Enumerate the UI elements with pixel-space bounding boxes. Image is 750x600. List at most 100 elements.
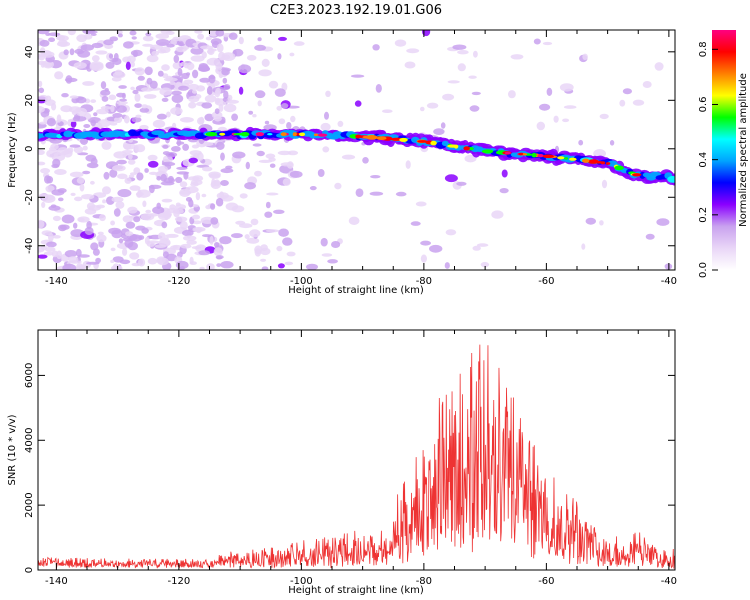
- heatmap-cell: [44, 175, 51, 184]
- heatmap-cell: [175, 46, 187, 53]
- heatmap-cell: [117, 189, 132, 198]
- y-tick-label: -20: [24, 189, 35, 205]
- heatmap-cell: [118, 238, 124, 244]
- heatmap-cell: [176, 171, 190, 175]
- heatmap-cell: [90, 180, 95, 185]
- heatmap-cell: [456, 181, 467, 186]
- heatmap-cell: [69, 144, 81, 148]
- heatmap-cell: [198, 250, 210, 256]
- heatmap-cell: [67, 30, 76, 36]
- heatmap-cell: [159, 87, 172, 96]
- heatmap-cell: [124, 144, 131, 151]
- heatmap-cell: [40, 245, 48, 251]
- spectrogram-xlabel: Height of straight line (km): [288, 285, 424, 296]
- heatmap-cell: [130, 86, 135, 91]
- spectrogram-frame: [37, 29, 676, 271]
- heatmap-cell: [162, 155, 173, 164]
- heatmap-cell: [57, 39, 68, 47]
- heatmap-cell: [282, 237, 293, 246]
- heatmap-cell: [177, 67, 183, 77]
- heatmap-cell: [238, 86, 244, 95]
- heatmap-cell: [64, 250, 78, 258]
- heatmap-cell: [246, 54, 257, 61]
- heatmap-cell: [199, 266, 205, 270]
- heatmap-cell: [215, 61, 223, 71]
- heatmap-cell: [223, 103, 237, 113]
- heatmap-cell: [38, 254, 48, 259]
- heatmap-cell: [656, 218, 670, 226]
- heatmap-cell: [399, 137, 408, 142]
- heatmap-cell: [619, 99, 626, 107]
- heatmap-cell: [206, 86, 213, 95]
- heatmap-cell: [46, 149, 59, 158]
- heatmap-cell: [173, 209, 180, 218]
- heatmap-cell: [614, 165, 624, 171]
- heatmap-cell: [147, 154, 158, 161]
- colorbar-tick-label: 0.8: [698, 41, 709, 57]
- heatmap-cell: [331, 241, 341, 248]
- heatmap-cell: [480, 261, 490, 268]
- heatmap-cell: [239, 193, 248, 199]
- heatmap-cell: [348, 216, 360, 225]
- heatmap-cell: [146, 242, 155, 247]
- heatmap-cell: [198, 66, 211, 72]
- heatmap-cell: [125, 61, 131, 70]
- heatmap-cell: [320, 237, 328, 247]
- heatmap-cell: [406, 48, 420, 54]
- heatmap-cell: [362, 135, 374, 139]
- heatmap-cell: [227, 94, 233, 101]
- heatmap-cell: [160, 181, 175, 186]
- heatmap-cell: [160, 173, 167, 182]
- heatmap-cell: [133, 144, 139, 154]
- heatmap-cell: [202, 166, 213, 172]
- heatmap-cell: [72, 115, 87, 122]
- heatmap-cell: [220, 195, 234, 202]
- heatmap-cell: [112, 164, 126, 172]
- heatmap-cell: [223, 84, 231, 90]
- heatmap-cell: [188, 95, 200, 103]
- heatmap-cell: [96, 108, 109, 115]
- heatmap-cell: [73, 222, 78, 229]
- colorbar-strip: [712, 30, 736, 270]
- heatmap-cell: [293, 41, 305, 46]
- heatmap-cell: [142, 43, 154, 47]
- heatmap-cell: [90, 99, 97, 103]
- heatmap-cell: [101, 141, 112, 150]
- heatmap-cell: [166, 43, 175, 48]
- heatmap-cell: [265, 229, 280, 233]
- heatmap-cell: [182, 229, 194, 237]
- heatmap-cell: [38, 60, 47, 66]
- heatmap-cell: [51, 163, 60, 169]
- heatmap-cell: [375, 84, 382, 93]
- heatmap-cell: [210, 217, 219, 225]
- heatmap-cell: [216, 43, 224, 53]
- heatmap-cell: [175, 176, 183, 184]
- heatmap-cell: [127, 206, 138, 214]
- heatmap-cell: [136, 172, 144, 181]
- heatmap-cell: [90, 119, 96, 127]
- heatmap-cell: [139, 107, 150, 113]
- x-tick-label: -60: [538, 276, 554, 287]
- heatmap-cell: [129, 234, 143, 242]
- heatmap-cell: [317, 133, 328, 137]
- heatmap-cell: [82, 145, 88, 151]
- heatmap-cell: [118, 85, 127, 89]
- heatmap-cell: [463, 146, 471, 151]
- heatmap-cell: [69, 48, 75, 56]
- heatmap-cell: [70, 120, 77, 128]
- heatmap-cell: [157, 70, 164, 77]
- x-tick-label: -140: [45, 576, 68, 587]
- heatmap-cell: [141, 227, 149, 234]
- snr-series-line: [38, 344, 675, 569]
- heatmap-cell: [210, 38, 222, 45]
- heatmap-cell: [223, 90, 229, 100]
- heatmap-cell: [142, 35, 154, 42]
- heatmap-cell: [143, 94, 157, 99]
- heatmap-cell: [141, 87, 154, 92]
- heatmap-cell: [585, 217, 596, 225]
- heatmap-cell: [240, 132, 250, 137]
- heatmap-cell: [110, 105, 115, 113]
- heatmap-cell: [204, 113, 214, 122]
- heatmap-cell: [89, 62, 104, 72]
- heatmap-cell: [209, 235, 214, 245]
